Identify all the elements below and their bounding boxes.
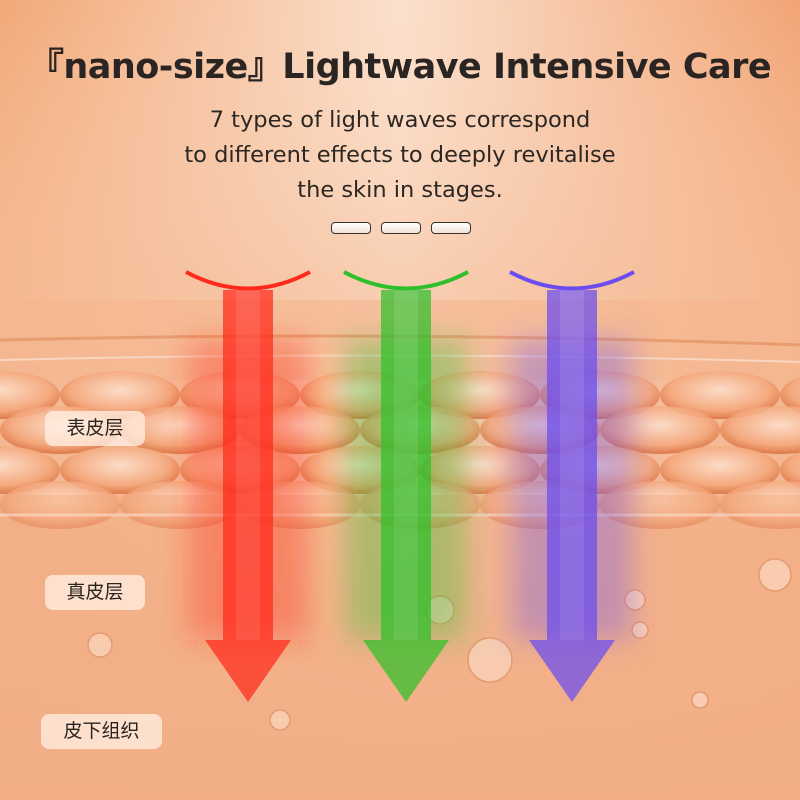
layer-label-dermis: 真皮层 (45, 575, 145, 610)
skin-cell (720, 406, 800, 454)
bubble (87, 632, 113, 658)
purple-light-source-arc (509, 270, 635, 291)
skin-cell (780, 452, 800, 488)
layer-label-epidermis: 表皮层 (45, 411, 145, 446)
subtitle-line-2: to different effects to deeply revitalis… (184, 142, 616, 168)
bubble (467, 637, 513, 683)
bubble (758, 558, 792, 592)
skin-cell (780, 377, 800, 413)
skin-cell (60, 371, 180, 419)
page-title: 『nano-size』Lightwave Intensive Care (28, 47, 772, 87)
bubble (269, 709, 291, 731)
red-arrow-highlight (236, 290, 260, 640)
skin-cell (60, 446, 180, 494)
bubble (631, 621, 649, 639)
skin-cell (660, 446, 780, 494)
green-light-source-arc (343, 270, 469, 291)
subtitle: 7 types of light waves correspond to dif… (0, 103, 800, 208)
green-arrow-highlight (394, 290, 418, 640)
bubble (691, 691, 709, 709)
pagination-dot-2[interactable] (381, 222, 421, 234)
pagination-dot-1[interactable] (331, 222, 371, 234)
subtitle-line-3: the skin in stages. (297, 177, 503, 203)
red-light-source-arc (185, 270, 311, 291)
green-arrow-head (363, 640, 449, 702)
subtitle-line-1: 7 types of light waves correspond (209, 107, 591, 133)
layer-label-subcutaneous: 皮下组织 (41, 714, 162, 749)
skin-cell (660, 371, 780, 419)
purple-arrow-head (529, 640, 615, 702)
purple-arrow-highlight (560, 290, 584, 640)
pagination-dot-3[interactable] (431, 222, 471, 234)
red-arrow-head (205, 640, 291, 702)
